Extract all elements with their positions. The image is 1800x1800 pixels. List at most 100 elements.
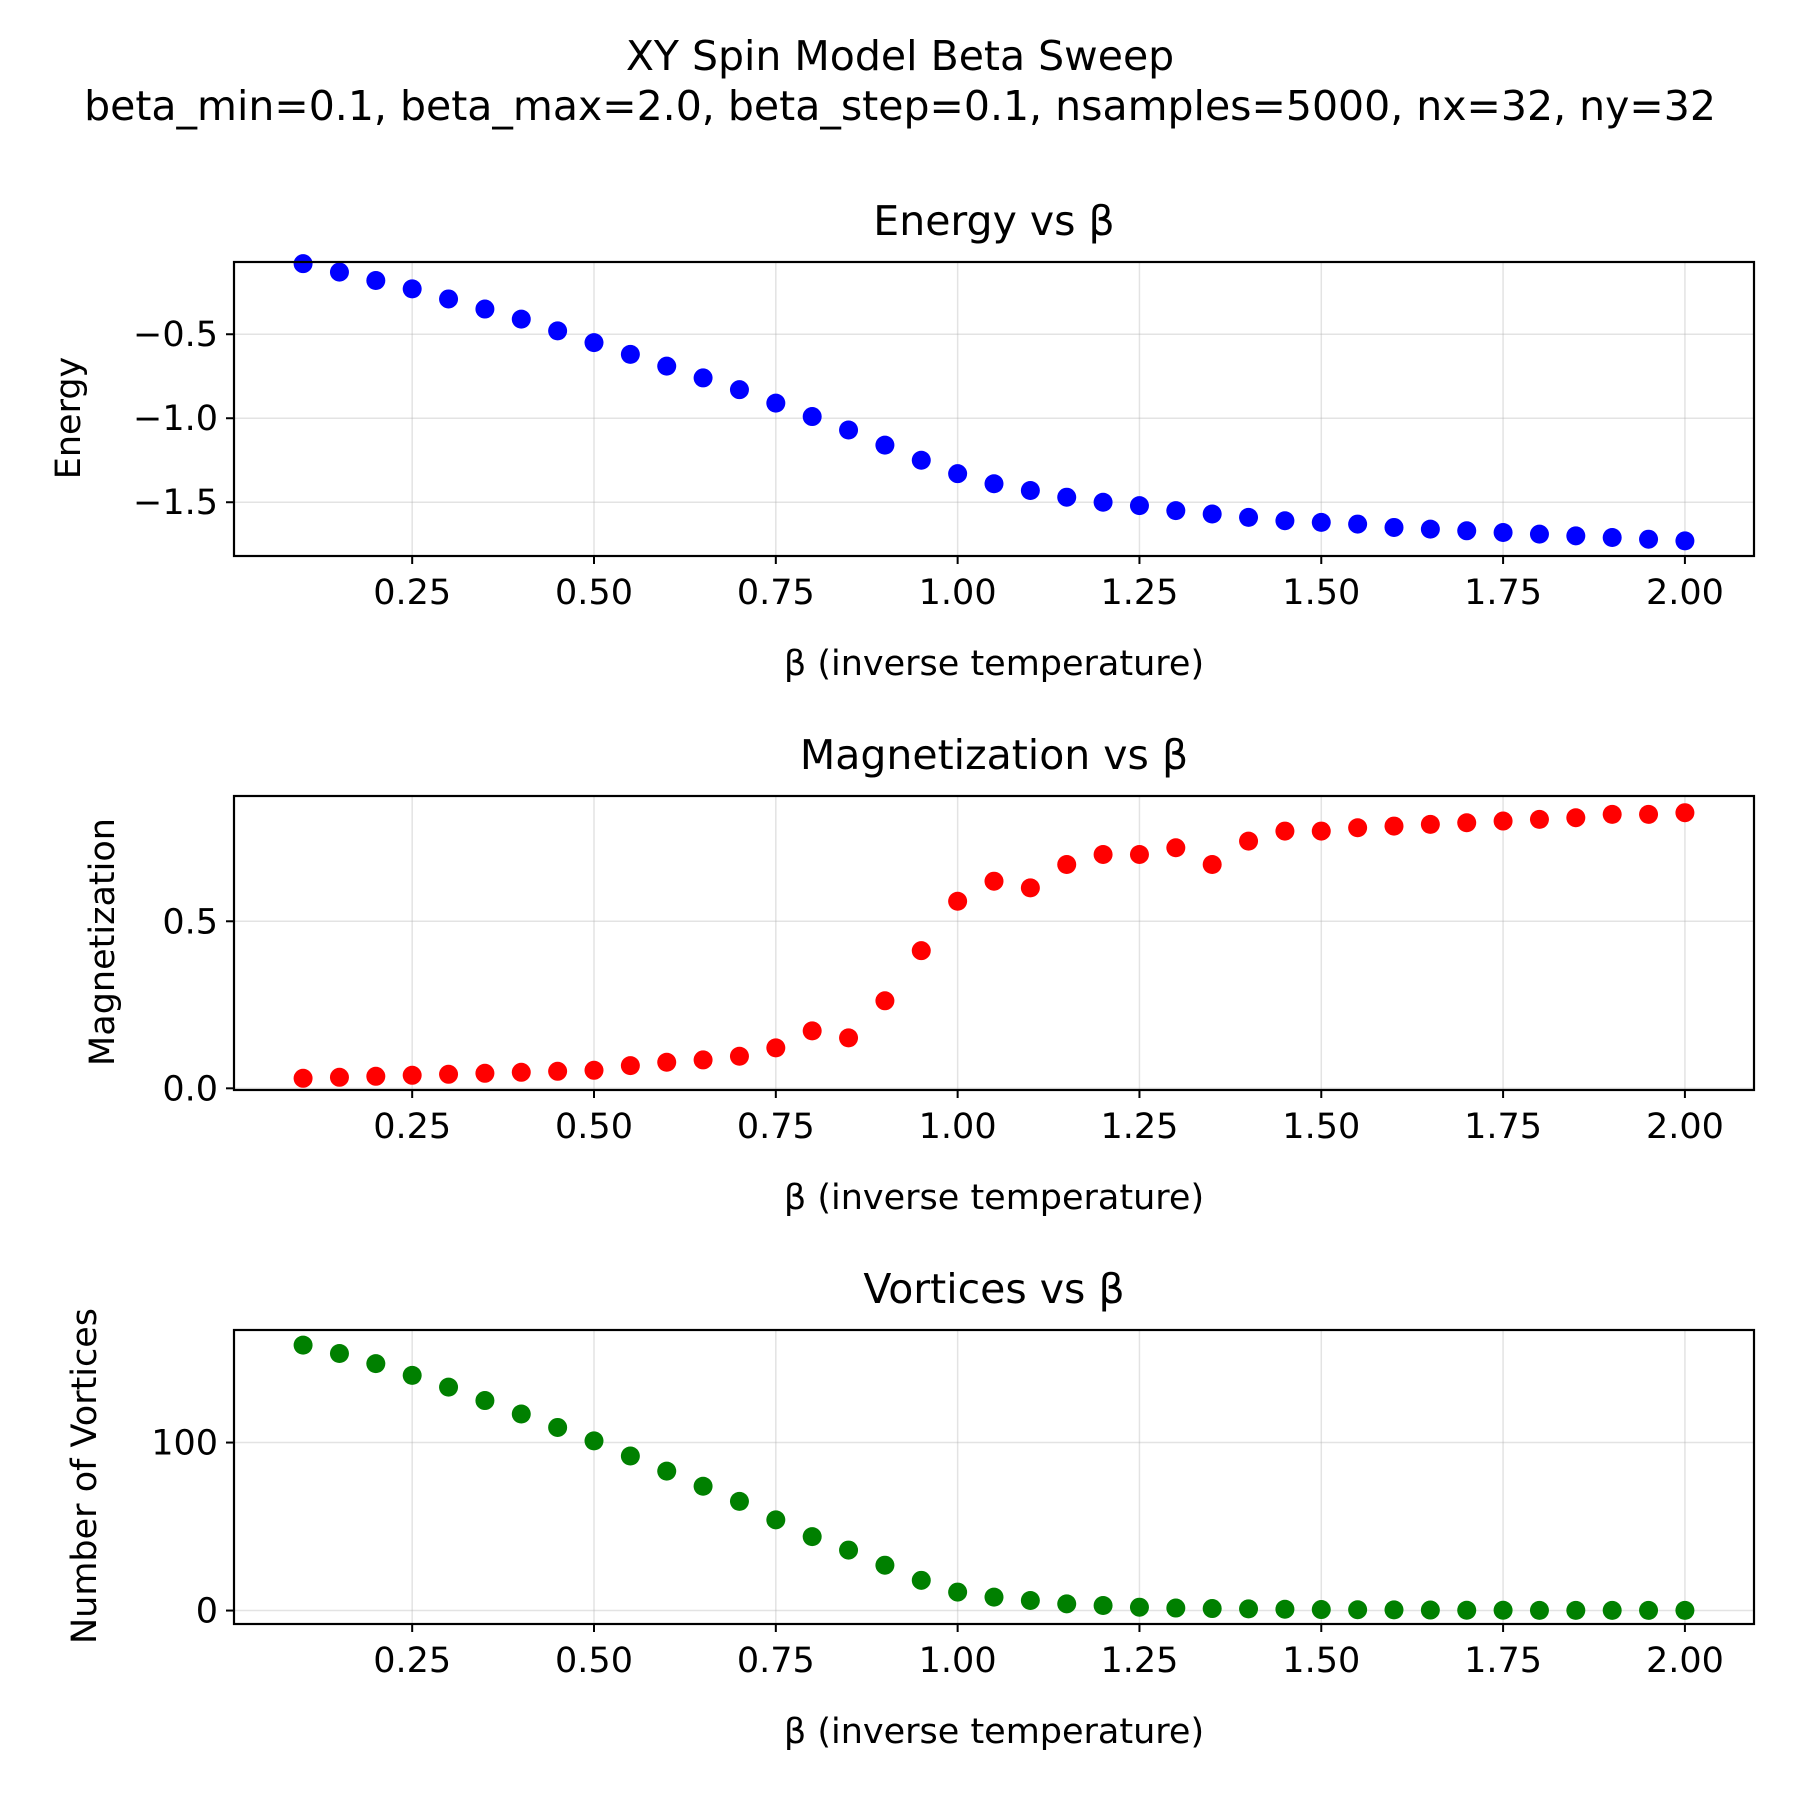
vortices-data-point [911, 1570, 931, 1590]
magnetization-data-point [1348, 818, 1368, 838]
magnetization-x-tick-label: 1.00 [919, 1107, 997, 1147]
vortices-x-tick-label: 0.50 [555, 1641, 633, 1681]
energy-x-axis-label: β (inverse temperature) [784, 644, 1204, 684]
energy-plot-area: 0.25 0.50 0.75 1.00 1.25 1.50 1.75 2.00 −0.5 −1.0… [133, 254, 1756, 613]
magnetization-data-point [366, 1066, 386, 1086]
vortices-data-point [475, 1391, 495, 1411]
magnetization-x-axis-label: β (inverse temperature) [784, 1178, 1204, 1218]
vortices-data-point [839, 1540, 859, 1560]
figure-subtitle: beta_min=0.1, beta_max=2.0, beta_step=0.… [84, 82, 1716, 130]
vortices-data-point [1129, 1597, 1149, 1617]
vortices-x-tick-label: 0.25 [373, 1641, 451, 1681]
energy-y-axis-label: Energy [49, 357, 89, 480]
magnetization-x-tick-label: 0.50 [555, 1107, 633, 1147]
vortices-y-tick-label: 0 [196, 1592, 218, 1632]
energy-data-point [1602, 528, 1622, 548]
vortices-data-point [548, 1417, 568, 1437]
magnetization-data-point [1566, 808, 1586, 828]
energy-data-point [657, 356, 677, 376]
energy-data-point [1020, 480, 1040, 500]
energy-data-point [802, 407, 822, 427]
magnetization-data-point [911, 941, 931, 961]
energy-x-tick-label: 0.75 [737, 573, 815, 613]
energy-data-point [1275, 511, 1295, 531]
vortices-data-point [620, 1446, 640, 1466]
energy-x-tick-label: 1.00 [919, 573, 997, 613]
magnetization-data-point [511, 1062, 531, 1082]
magnetization-data-point [1202, 854, 1222, 874]
energy-data-point [439, 289, 459, 309]
energy-data-point [1166, 501, 1186, 521]
magnetization-data-point [839, 1028, 859, 1048]
energy-data-point [475, 299, 495, 319]
magnetization-data-point [475, 1063, 495, 1083]
vortices-data-point [729, 1491, 749, 1511]
vortices-x-tick-label: 2.00 [1646, 1641, 1724, 1681]
vortices-data-point [1348, 1600, 1368, 1620]
energy-x-tick-label: 1.25 [1100, 573, 1178, 613]
magnetization-data-point [584, 1060, 604, 1080]
energy-x-tick-label: 1.50 [1282, 573, 1360, 613]
vortices-data-point [1057, 1594, 1077, 1614]
energy-y-tick-label: −0.5 [133, 315, 218, 355]
vortices-data-point [402, 1365, 422, 1385]
magnetization-y-tick-label: 0.0 [162, 1069, 218, 1109]
magnetization-data-point [1493, 811, 1513, 831]
energy-data-point [1493, 522, 1513, 542]
vortices-data-point [511, 1404, 531, 1424]
vortices-data-point [1493, 1600, 1513, 1620]
energy-x-tick-label: 1.75 [1464, 573, 1542, 613]
vortices-data-point [1639, 1600, 1659, 1620]
vortices-data-point [1093, 1596, 1113, 1616]
vortices-data-point [293, 1335, 313, 1355]
magnetization-panel: Magnetization vs β β (inverse temperatur… [83, 731, 1756, 1218]
energy-data-point [1420, 519, 1440, 539]
magnetization-data-point [402, 1065, 422, 1085]
vortices-y-tick-label: 100 [151, 1424, 218, 1464]
energy-data-point [948, 464, 968, 484]
energy-data-point [1675, 531, 1695, 551]
magnetization-data-point [439, 1064, 459, 1084]
energy-data-point [1457, 521, 1477, 541]
magnetization-data-point [620, 1056, 640, 1076]
vortices-panel: Vortices vs β β (inverse temperature) Nu… [65, 1265, 1756, 1752]
energy-data-point [511, 309, 531, 329]
energy-data-point [1639, 529, 1659, 549]
magnetization-data-point [1602, 804, 1622, 824]
vortices-data-point [439, 1377, 459, 1397]
energy-panel: Energy vs β β (inverse temperature) Ener… [49, 197, 1756, 684]
vortices-data-point [693, 1476, 713, 1496]
vortices-data-point [1675, 1600, 1695, 1620]
figure-title: XY Spin Model Beta Sweep [626, 32, 1174, 80]
magnetization-y-tick-label: 0.5 [162, 902, 218, 942]
energy-data-point [984, 474, 1004, 494]
magnetization-x-tick-label: 0.25 [373, 1107, 451, 1147]
energy-data-point [366, 270, 386, 290]
vortices-data-point [1529, 1600, 1549, 1620]
vortices-data-point [984, 1587, 1004, 1607]
energy-data-point [1348, 514, 1368, 534]
energy-data-point [584, 333, 604, 353]
energy-data-point [839, 420, 859, 440]
magnetization-data-point [1457, 813, 1477, 833]
vortices-data-point [1275, 1599, 1295, 1619]
vortices-data-point [657, 1461, 677, 1481]
vortices-y-axis-label: Number of Vortices [65, 1308, 105, 1644]
vortices-x-tick-label: 0.75 [737, 1641, 815, 1681]
magnetization-x-tick-label: 1.25 [1100, 1107, 1178, 1147]
magnetization-plot-area: 0.25 0.50 0.75 1.00 1.25 1.50 1.75 2.00 0.0 0.5 [162, 794, 1756, 1147]
energy-data-point [1239, 507, 1259, 527]
magnetization-data-point [1420, 814, 1440, 834]
energy-data-point [1529, 524, 1549, 544]
energy-data-point [293, 254, 313, 274]
energy-axes-frame [232, 260, 1756, 558]
vortices-data-point [1420, 1600, 1440, 1620]
energy-y-tick-label: −1.0 [133, 399, 218, 439]
energy-x-tick-label: 0.25 [373, 573, 451, 613]
energy-data-point [1566, 526, 1586, 546]
energy-x-tick-label: 2.00 [1646, 573, 1724, 613]
energy-data-point [875, 435, 895, 455]
magnetization-data-point [984, 871, 1004, 891]
magnetization-data-point [1384, 816, 1404, 836]
